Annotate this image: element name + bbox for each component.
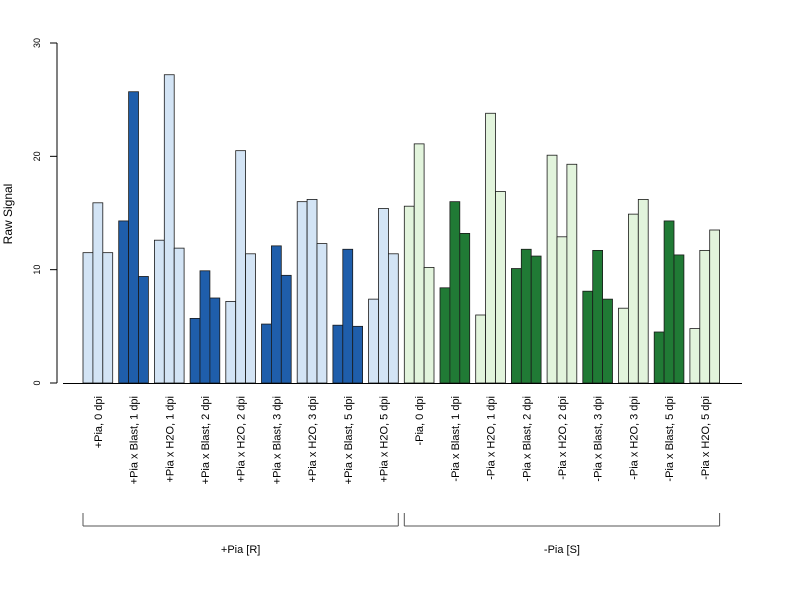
bar <box>378 208 389 384</box>
x-tick-label: +Pia x H2O, 3 dpi <box>307 396 319 483</box>
bar <box>199 270 211 384</box>
x-tick-label: -Pia x Blast, 1 dpi <box>450 396 462 482</box>
bar <box>235 150 246 384</box>
x-tick-label: +Pia x H2O, 5 dpi <box>378 396 390 483</box>
bar <box>439 287 451 384</box>
bar <box>602 298 613 384</box>
bar <box>306 198 318 384</box>
bar <box>245 253 256 384</box>
bar <box>495 191 506 384</box>
bar <box>189 317 201 384</box>
x-tick-label: -Pia, 0 dpi <box>414 396 426 446</box>
y-tick-label: 0 <box>32 380 42 385</box>
bar <box>582 290 594 384</box>
bar <box>413 143 425 384</box>
bar <box>280 274 292 384</box>
x-tick-label: +Pia x Blast, 3 dpi <box>271 396 283 484</box>
bar <box>709 229 721 384</box>
bar <box>689 328 701 384</box>
y-axis: 0 10 20 30 <box>32 38 58 386</box>
x-tick-label: +Pia x Blast, 1 dpi <box>129 396 141 484</box>
bar <box>296 201 308 384</box>
bar <box>485 112 496 384</box>
bracket-label: +Pia [R] <box>221 544 260 556</box>
y-tick-label: 20 <box>32 151 42 161</box>
bar <box>530 255 542 384</box>
bar <box>342 248 354 384</box>
bar <box>546 154 558 384</box>
x-tick-label: +Pia x H2O, 1 dpi <box>164 396 176 483</box>
x-tick-label: +Pia, 0 dpi <box>93 396 105 448</box>
bar <box>138 276 149 384</box>
bar <box>173 247 185 384</box>
bracket-label: -Pia [S] <box>544 544 580 556</box>
bar <box>128 91 139 384</box>
x-tick-label: -Pia x Blast, 2 dpi <box>521 396 533 482</box>
x-tick-label: -Pia x H2O, 5 dpi <box>700 396 712 480</box>
bar <box>82 252 94 384</box>
group-brackets: +Pia [R] -Pia [S] <box>82 513 721 556</box>
x-tick-label: +Pia x Blast, 5 dpi <box>343 396 355 484</box>
x-tick-label: -Pia x Blast, 3 dpi <box>593 396 605 482</box>
bar <box>637 198 649 384</box>
bar <box>699 249 711 384</box>
bar <box>618 307 629 384</box>
bar <box>475 314 487 384</box>
bar <box>225 300 237 384</box>
bar <box>261 323 272 384</box>
x-tick-label: -Pia x H2O, 2 dpi <box>557 396 569 480</box>
bars <box>82 74 721 384</box>
bar <box>92 202 104 384</box>
bar <box>316 243 328 384</box>
bar <box>556 236 568 384</box>
bar <box>403 205 415 384</box>
bar <box>628 213 639 384</box>
bar <box>118 220 129 384</box>
y-tick-label: 30 <box>32 38 42 48</box>
bar <box>423 266 435 384</box>
x-tick-label: -Pia x H2O, 3 dpi <box>628 396 640 480</box>
bar <box>520 248 532 384</box>
x-tick-label: -Pia x Blast, 5 dpi <box>664 396 676 482</box>
bar <box>449 201 461 384</box>
x-tick-label: -Pia x H2O, 1 dpi <box>486 396 498 480</box>
bar <box>387 253 399 384</box>
bar <box>102 252 114 384</box>
bar <box>653 331 665 384</box>
y-tick-label: 10 <box>32 265 42 275</box>
x-tick-label: +Pia x Blast, 2 dpi <box>200 396 212 484</box>
y-axis-label: Raw Signal <box>1 184 15 245</box>
bar <box>673 254 685 384</box>
bar <box>459 232 471 384</box>
bar <box>566 163 578 384</box>
bar <box>368 298 379 384</box>
x-tick-labels: +Pia, 0 dpi +Pia x Blast, 1 dpi +Pia x H2O… <box>93 396 712 484</box>
bar <box>592 249 604 384</box>
bar <box>332 324 344 384</box>
bar <box>352 325 364 384</box>
bar <box>209 297 221 384</box>
bar <box>663 220 675 384</box>
bar <box>153 239 165 384</box>
bar <box>510 268 522 384</box>
x-tick-label: +Pia x H2O, 2 dpi <box>236 396 248 483</box>
bar <box>270 245 282 384</box>
bar <box>163 74 175 384</box>
